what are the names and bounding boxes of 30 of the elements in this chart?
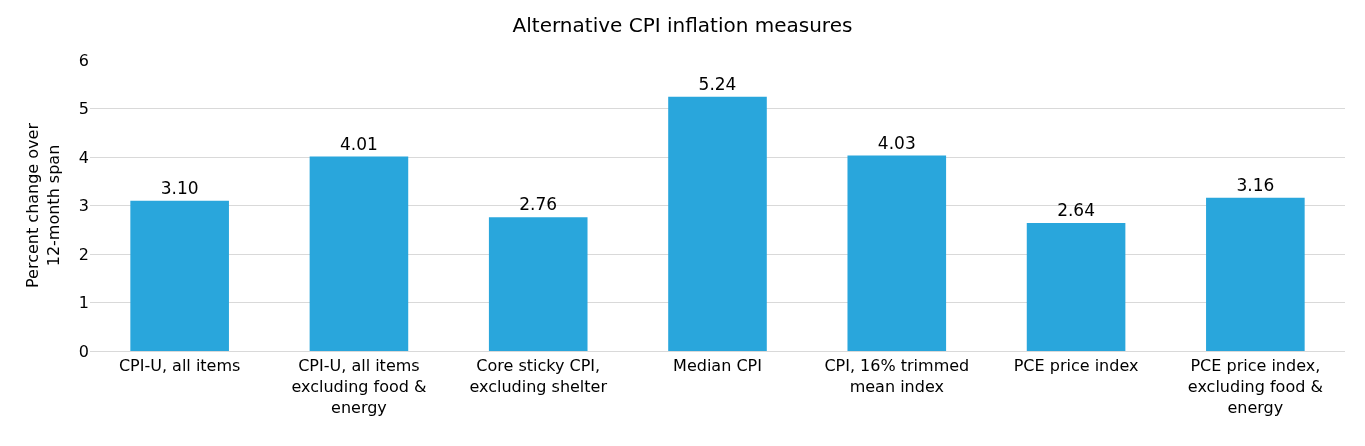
bar [488,217,588,351]
x-tick-label: CPI, 16% trimmed mean index [824,356,970,396]
data-label: 3.10 [160,177,199,198]
x-tick-label: CPI-U, all items [118,356,241,376]
x-tick-label: CPI-U, all items excluding food & energy [291,356,427,417]
data-label: 5.24 [698,73,737,94]
data-label: 4.03 [877,132,916,153]
bar [1026,222,1126,351]
data-label: 3.16 [1236,174,1275,195]
data-label: 2.76 [519,194,558,215]
bar [1206,197,1305,351]
data-label: 4.01 [340,133,378,154]
bar [130,200,229,351]
y-tick-label: 5 [78,99,89,119]
x-tick-label: Median CPI [673,356,762,376]
y-tick-label: 4 [78,147,89,167]
y-tick-label: 6 [78,50,89,70]
y-tick-label: 1 [78,293,89,313]
y-tick-label: 0 [78,341,89,361]
chart-title: Alternative CPI inflation measures [512,12,853,37]
bar [309,156,409,351]
y-tick-label: 2 [78,244,89,264]
y-axis-title: Percent change over 12-month span [22,122,63,288]
data-label: 2.64 [1057,199,1095,220]
x-tick-label: PCE price index, excluding food & energy [1187,356,1323,417]
x-tick-label: PCE price index [1013,356,1139,376]
y-tick-label: 3 [78,196,89,216]
bar [847,155,947,351]
x-tick-label: Core sticky CPI, excluding shelter [469,356,608,396]
bar [668,96,767,351]
